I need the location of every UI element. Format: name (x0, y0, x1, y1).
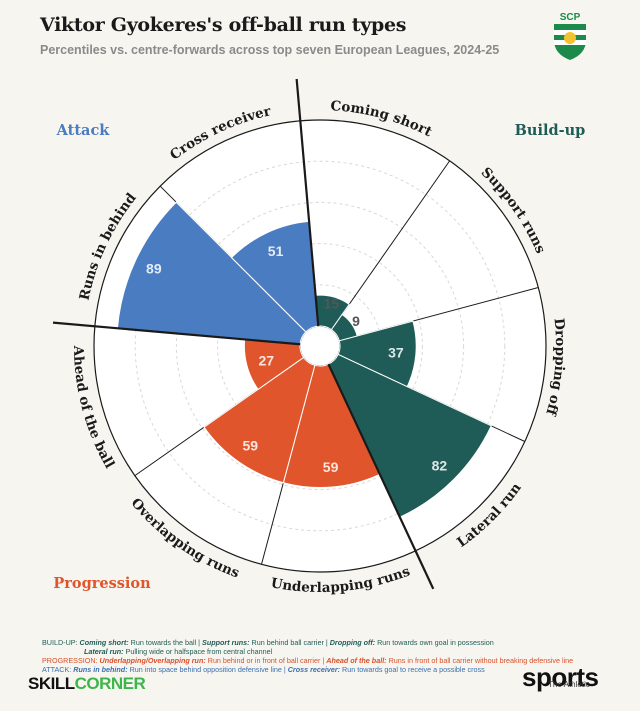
legend-row-build-up: BUILD-UP: Coming short: Run towards the … (42, 638, 622, 647)
legend-lateral-desc: Pulling wide or halfspace from central c… (123, 647, 273, 656)
corner-text: CORNER (74, 674, 146, 693)
value-label: 27 (258, 352, 274, 368)
value-label: 37 (388, 345, 404, 361)
grid-ring (217, 243, 423, 449)
sporting-crest-logo: SCP (554, 12, 586, 60)
sports-logo: sports (522, 662, 599, 692)
legend-row-lateral: Lateral run: Pulling wide or halfspace f… (42, 647, 622, 656)
legend-lateral-term: Lateral run: (84, 647, 124, 656)
legend-behind-term: Runs in behind: (73, 665, 128, 674)
value-label: 15 (324, 295, 340, 311)
legend: BUILD-UP: Coming short: Run towards the … (42, 638, 622, 674)
legend-row-progression: PROGRESSION: Underlapping/Overlapping ru… (42, 656, 622, 665)
group-divider (52, 321, 301, 346)
bars (116, 201, 492, 518)
legend-cross-term: Cross receiver: (287, 665, 341, 674)
bar-overlapping-runs (203, 356, 316, 484)
legend-cross-desc: Run towards goal to receive a possible c… (340, 665, 485, 674)
bar-cross-receiver (230, 220, 319, 333)
athletic-logo: The Athletic (548, 680, 590, 689)
value-label: 59 (323, 459, 339, 475)
chart-title: Viktor Gyokeres's off-ball run types (40, 14, 407, 36)
legend-attack-prefix: ATTACK: (42, 665, 72, 674)
value-labels: 15 9 37 82 59 59 27 89 51 (146, 243, 447, 475)
group-label-attack: Attack (56, 122, 111, 139)
legend-build-up-prefix: BUILD-UP: (42, 638, 78, 647)
bar-lateral-run (327, 353, 492, 518)
legend-coming-short-desc: Run towards the ball | (128, 638, 203, 647)
skill-text: SKILL (28, 674, 75, 693)
grid-ring (134, 160, 506, 532)
legend-support-desc: Run behind ball carrier | (249, 638, 330, 647)
legend-ahead-desc: Runs in front of ball carrier without br… (386, 656, 574, 665)
value-label: 89 (146, 261, 162, 277)
value-label: 82 (432, 457, 448, 473)
bar-underlapping-runs (282, 363, 381, 489)
group-labels: Attack Build-up Progression (53, 122, 585, 592)
skillcorner-logo: SKILLCORNER (28, 674, 146, 694)
spoke (331, 160, 451, 330)
legend-row-attack: ATTACK: Runs in behind: Run into space b… (42, 665, 622, 674)
legend-behind-desc: Run into space behind opposition defensi… (127, 665, 288, 674)
crest-text: SCP (560, 12, 581, 23)
group-label-build-up: Build-up (515, 122, 586, 139)
value-label: 59 (242, 438, 258, 454)
chart-subtitle: Percentiles vs. centre-forwards across t… (40, 43, 500, 57)
bar-dropping-off (337, 320, 417, 388)
legend-under-over-term: Underlapping/Overlapping run: (99, 656, 206, 665)
group-divider (327, 363, 435, 590)
legend-progression-prefix: PROGRESSION: (42, 656, 98, 665)
legend-dropping-term: Dropping off: (329, 638, 376, 647)
legend-dropping-desc: Run towards own goal in possession (375, 638, 494, 647)
polar-grid (93, 119, 547, 573)
group-divider (295, 78, 320, 327)
legend-ahead-term: Ahead of the ball: (326, 656, 387, 665)
value-label: 9 (352, 313, 360, 329)
bar-runs-in-behind (116, 201, 307, 345)
legend-support-term: Support runs: (202, 638, 250, 647)
group-dividers (52, 78, 435, 590)
legend-coming-short-term: Coming short: (79, 638, 129, 647)
group-label-progression: Progression (53, 575, 151, 592)
grid-ring (175, 201, 465, 491)
bar-coming-short (315, 294, 350, 331)
legend-under-over-desc: Run behind or in front of ball carrier | (205, 656, 327, 665)
value-label: 51 (268, 243, 284, 259)
